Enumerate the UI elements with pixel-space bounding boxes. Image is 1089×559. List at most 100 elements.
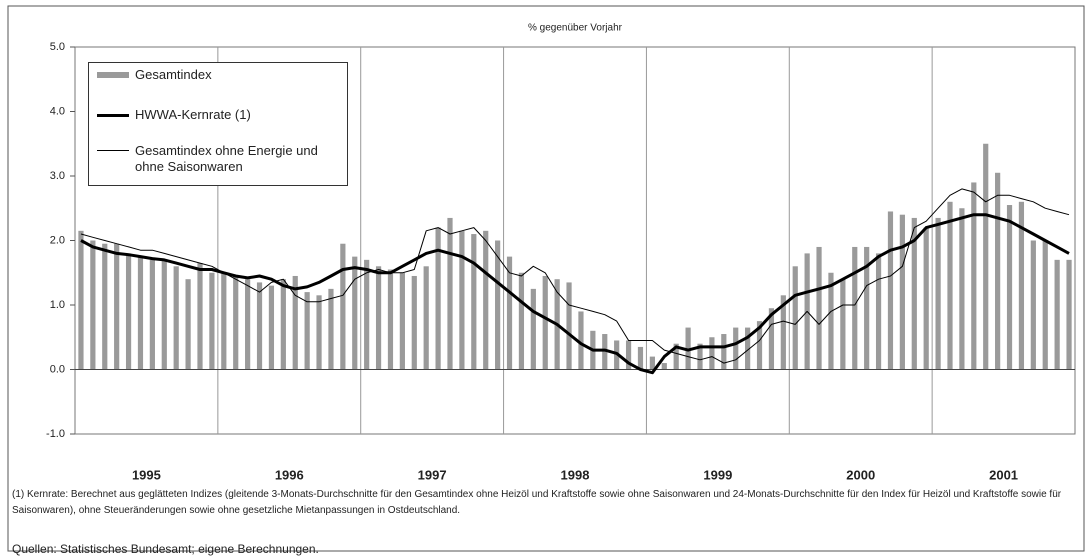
bar [816,246,822,370]
footnote: (1) Kernrate: Berechnet aus geglätteten … [12,489,1062,516]
bar [745,327,751,370]
bar [471,234,477,370]
bar [245,279,251,370]
bar [721,334,727,370]
bar [673,343,679,370]
bar [447,217,453,370]
x-year-label: 1996 [275,467,304,482]
bar [352,256,358,370]
legend-label: Gesamtindex ohne Energie und ohne Saison… [135,143,318,174]
bar [947,201,953,370]
bar [161,259,167,370]
bar [1066,259,1072,370]
bar [566,282,572,370]
x-year-label: 2001 [989,467,1018,482]
bar [733,327,739,370]
bar [340,243,346,370]
bar [316,295,322,370]
y-tick-label: 5.0 [50,41,65,53]
y-tick-label: 1.0 [50,299,65,311]
legend-label: Gesamtindex [135,67,212,82]
x-year-label: 1997 [418,467,447,482]
bar [137,256,144,370]
y-tick-label: 4.0 [50,105,65,117]
bar [602,334,608,370]
legend-key [97,114,129,117]
bar [923,227,929,370]
bar [399,272,405,370]
x-year-label: 1999 [703,467,732,482]
bar [768,308,775,370]
x-year-label: 1995 [132,467,161,482]
bar [685,327,691,370]
x-year-label: 2000 [846,467,875,482]
y-tick-label: -1.0 [46,428,65,440]
bar [149,259,155,370]
bar [995,172,1001,370]
bar [292,275,298,370]
bar [1042,240,1048,370]
bar [209,272,215,370]
bar [530,288,536,370]
line [80,188,1070,364]
legend-entry: Gesamtindex [97,67,335,83]
y-tick-label: 0.0 [50,363,65,375]
bar [625,340,632,370]
bar [459,230,465,370]
bar [911,217,917,370]
bar [387,269,394,370]
bar [756,321,763,370]
bar [102,243,108,370]
bar [518,272,525,370]
bar [280,279,286,370]
bar [256,282,263,370]
bar [852,246,858,370]
bar [114,243,120,370]
bar [268,285,275,370]
bar [887,211,894,370]
bar [971,182,977,370]
bar [1006,205,1013,370]
bar [1030,240,1036,370]
bar [637,346,644,370]
legend-label: HWWA-Kernrate (1) [135,107,251,122]
bar [661,363,667,370]
y-tick-label: 2.0 [50,234,65,246]
bar [959,208,965,370]
bar [840,279,846,370]
legend-entry: HWWA-Kernrate (1) [97,107,335,123]
bar [506,256,513,370]
bar [780,295,786,370]
x-year-label: 1998 [561,467,590,482]
bar [185,279,191,370]
line [80,213,1070,375]
bar [411,275,417,370]
bar [375,266,382,370]
bar [709,337,715,370]
bar [828,272,834,370]
bar [792,266,798,370]
bar [435,227,441,370]
legend-key [97,72,129,78]
bar [221,272,227,370]
bar [173,266,179,370]
frame [7,5,1085,552]
bar [423,266,429,370]
bar [233,275,239,370]
bar [649,356,655,370]
bar [125,253,132,370]
bar [578,311,584,370]
legend-entry: Gesamtindex ohne Energie und ohne Saison… [97,143,335,175]
bar [899,214,905,370]
bar [542,275,548,370]
bar [495,240,501,370]
bar [197,263,203,370]
bar [364,259,370,370]
bar [90,240,96,370]
bar [875,253,882,370]
bar [1018,201,1025,370]
source: Quellen: Statistisches Bundesamt; eigene… [12,542,319,556]
bar [78,230,84,370]
